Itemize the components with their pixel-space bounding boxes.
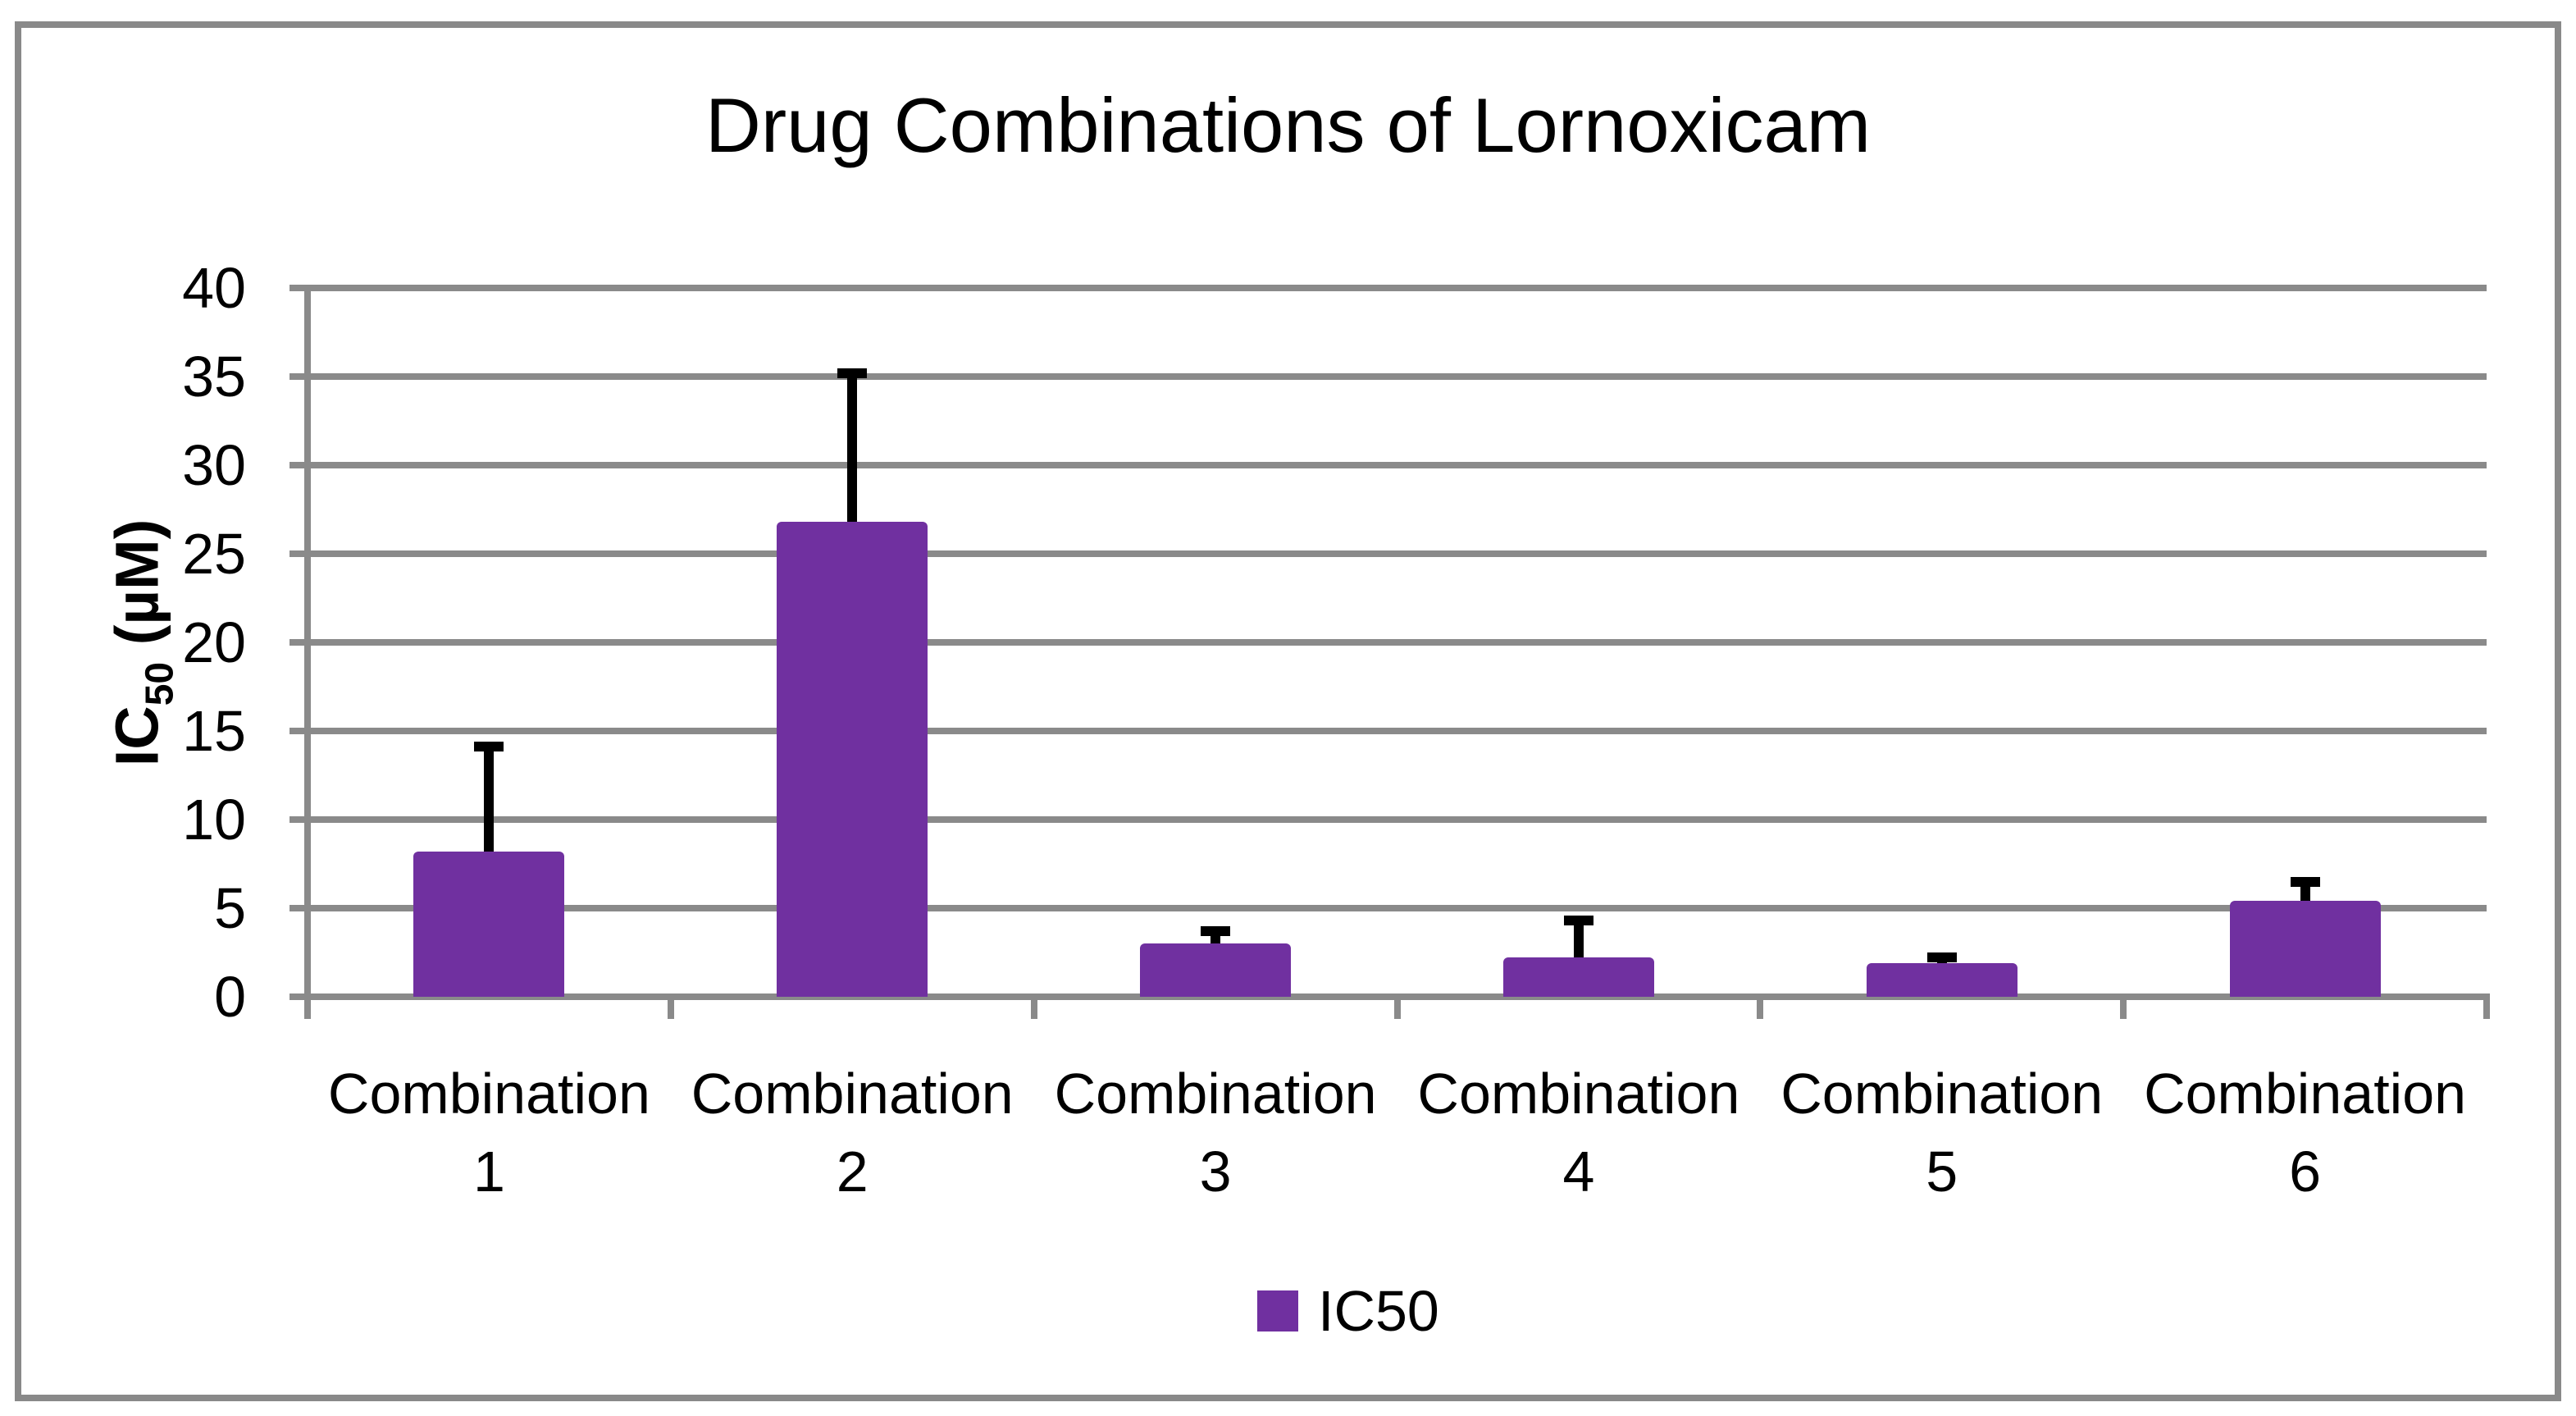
x-axis-line [290,993,2490,1000]
bar-combination-3 [1140,943,1292,997]
gridline-y-20 [290,639,2487,646]
error-bar-cap [837,368,868,378]
error-bar-cap [2290,876,2320,887]
gridline-y-40 [290,285,2487,291]
x-category-label-4: Combination 4 [1417,1062,1740,1204]
chart-title: Drug Combinations of Lornoxicam [704,82,1872,168]
y-axis-line [304,288,311,1017]
y-tick-label-40: 40 [182,256,246,320]
error-bar-line [484,747,495,852]
bar-combination-4 [1502,957,1654,997]
x-category-label-5: Combination 5 [1780,1062,2104,1204]
gridline-y-35 [290,373,2487,380]
bar-combination-1 [413,851,565,997]
bar-combination-6 [2229,901,2381,997]
error-bar-cap [474,742,504,752]
legend-swatch-ic50 [1257,1290,1298,1331]
x-category-label-1: Combination 1 [327,1062,650,1204]
y-tick-label-25: 25 [182,522,246,586]
error-bar-line [1573,920,1584,958]
error-bar-line [847,372,858,523]
error-bar-cap [1201,926,1231,937]
y-tick-label-5: 5 [214,876,246,940]
x-axis-tick [2483,997,2490,1019]
error-bar-cap [1563,916,1593,926]
x-axis-tick [1757,997,1764,1019]
x-category-label-6: Combination 6 [2144,1062,2467,1204]
error-bar-cap [1926,952,1957,963]
gridline-y-30 [290,462,2487,468]
gridline-y-15 [290,728,2487,734]
y-tick-label-35: 35 [182,345,246,409]
x-axis-tick [667,997,674,1019]
bar-combination-5 [1866,962,2017,997]
x-axis-tick [1030,997,1037,1019]
gridline-y-25 [290,550,2487,557]
gridline-y-5 [290,905,2487,911]
y-tick-label-0: 0 [214,965,246,1029]
x-category-label-2: Combination 2 [691,1062,1014,1204]
y-tick-label-15: 15 [182,699,246,763]
legend-label-ic50: IC50 [1318,1279,1439,1343]
y-tick-label-30: 30 [182,433,246,497]
bar-combination-2 [777,522,928,997]
x-axis-tick [2120,997,2127,1019]
y-tick-label-20: 20 [182,610,246,674]
x-axis-tick [1393,997,1401,1019]
x-category-label-3: Combination 3 [1054,1062,1377,1204]
chart-outer-border [15,21,2561,1401]
y-tick-label-10: 10 [182,788,246,852]
gridline-y-10 [290,816,2487,823]
legend: IC50 [1257,1279,1439,1343]
x-axis-tick [304,997,311,1019]
